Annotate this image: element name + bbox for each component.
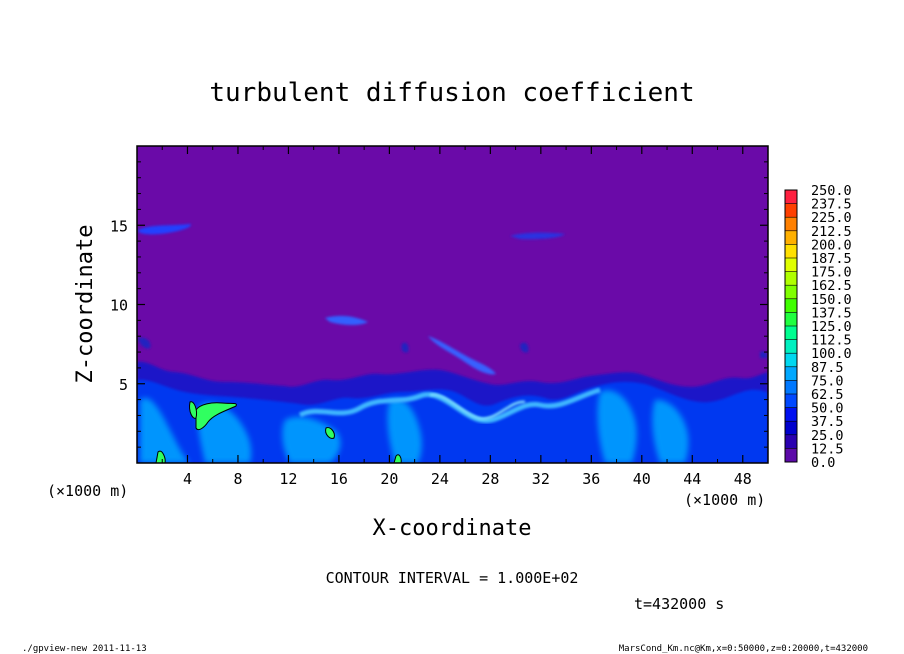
x-unit-right: (×1000 m)	[684, 491, 765, 509]
colorbar-swatch	[785, 421, 797, 435]
wave-streak-2	[429, 393, 526, 420]
colorbar-label: 37.5	[811, 414, 844, 430]
x-tick-label: 28	[481, 470, 499, 488]
chart-title: turbulent diffusion coefficient	[209, 78, 694, 108]
colorbar-label: 25.0	[811, 428, 844, 444]
time-label: t=432000 s	[634, 595, 724, 613]
footer-left: ./gpview-new 2011-11-13	[22, 644, 147, 654]
x-tick-label: 32	[532, 470, 550, 488]
green-patch	[195, 402, 237, 431]
colorbar-label: 225.0	[811, 210, 852, 226]
footer-right: MarsCond_Km.nc@Km,x=0:50000,z=0:20000,t=…	[619, 644, 868, 654]
colorbar-label: 200.0	[811, 237, 852, 253]
x-unit-left: (×1000 m)	[47, 482, 128, 500]
colorbar-label: 137.5	[811, 305, 852, 321]
colorbar-swatch	[785, 244, 797, 258]
colorbar-swatch	[785, 190, 797, 204]
plot-area	[137, 146, 768, 463]
y-axis-label: Z-coordinate	[73, 225, 98, 384]
x-tick-label: 44	[683, 470, 701, 488]
x-tick-label: 24	[431, 470, 449, 488]
x-tick-label: 36	[582, 470, 600, 488]
contour-interval: CONTOUR INTERVAL = 1.000E+02	[326, 569, 579, 587]
colorbar-swatch	[785, 271, 797, 286]
colorbar-swatch	[785, 285, 797, 299]
x-tick-label: 16	[330, 470, 348, 488]
colorbar-label: 212.5	[811, 224, 852, 240]
green-patch-3	[325, 427, 335, 439]
y-tick-label: 5	[119, 376, 128, 394]
colorbar-swatch	[785, 298, 797, 313]
turbulent-layer	[137, 361, 768, 463]
colorbar-label: 100.0	[811, 346, 852, 362]
colorbar-label: 162.5	[811, 278, 852, 294]
colorbar-label: 250.0	[811, 183, 852, 199]
colorbar: 0.012.525.037.550.062.575.087.5100.0112.…	[784, 183, 852, 471]
x-tick-label: 4	[183, 470, 192, 488]
colorbar-swatch	[785, 366, 797, 381]
elevated-streaks	[138, 224, 768, 375]
colorbar-label: 187.5	[811, 251, 852, 267]
colorbar-swatch	[785, 353, 797, 367]
colorbar-swatch	[785, 258, 797, 272]
y-tick-label: 10	[110, 297, 128, 315]
colorbar-swatch	[785, 326, 797, 340]
x-tick-label: 12	[279, 470, 297, 488]
wave-streak	[298, 387, 601, 424]
x-tick-label: 20	[380, 470, 398, 488]
x-tick-label: 8	[233, 470, 242, 488]
y-tick-label: 15	[110, 217, 128, 235]
colorbar-swatch	[785, 312, 797, 326]
colorbar-label: 75.0	[811, 373, 844, 389]
x-tick-label: 48	[734, 470, 752, 488]
colorbar-swatch	[785, 394, 797, 408]
x-axis-label: X-coordinate	[373, 516, 532, 541]
colorbar-swatch	[785, 230, 797, 245]
colorbar-label: 112.5	[811, 333, 852, 349]
green-patch-2	[189, 401, 197, 419]
colorbar-swatch	[785, 407, 797, 422]
colorbar-label: 87.5	[811, 360, 844, 376]
colorbar-swatch	[785, 448, 797, 462]
colorbar-label: 50.0	[811, 401, 844, 417]
green-patch-4	[155, 450, 166, 463]
boundary-layer-core	[140, 390, 689, 463]
green-patch-5	[393, 454, 402, 463]
colorbar-label: 125.0	[811, 319, 852, 335]
x-tick-label: 40	[633, 470, 651, 488]
colorbar-swatch	[785, 339, 797, 354]
x-axis-ticks: 4 8 12 16 20 24 28 32 36 40 44 48	[161, 146, 752, 488]
colorbar-swatch	[785, 434, 797, 449]
colorbar-label: 0.0	[811, 455, 835, 471]
y-axis-ticks: 5 10 15	[110, 161, 768, 448]
colorbar-label: 237.5	[811, 197, 852, 213]
colorbar-label: 12.5	[811, 441, 844, 457]
colorbar-label: 62.5	[811, 387, 844, 403]
colorbar-label: 150.0	[811, 292, 852, 308]
colorbar-label: 175.0	[811, 265, 852, 281]
colorbar-swatch	[785, 203, 797, 218]
colorbar-swatch	[785, 380, 797, 394]
colorbar-swatch	[785, 217, 797, 231]
